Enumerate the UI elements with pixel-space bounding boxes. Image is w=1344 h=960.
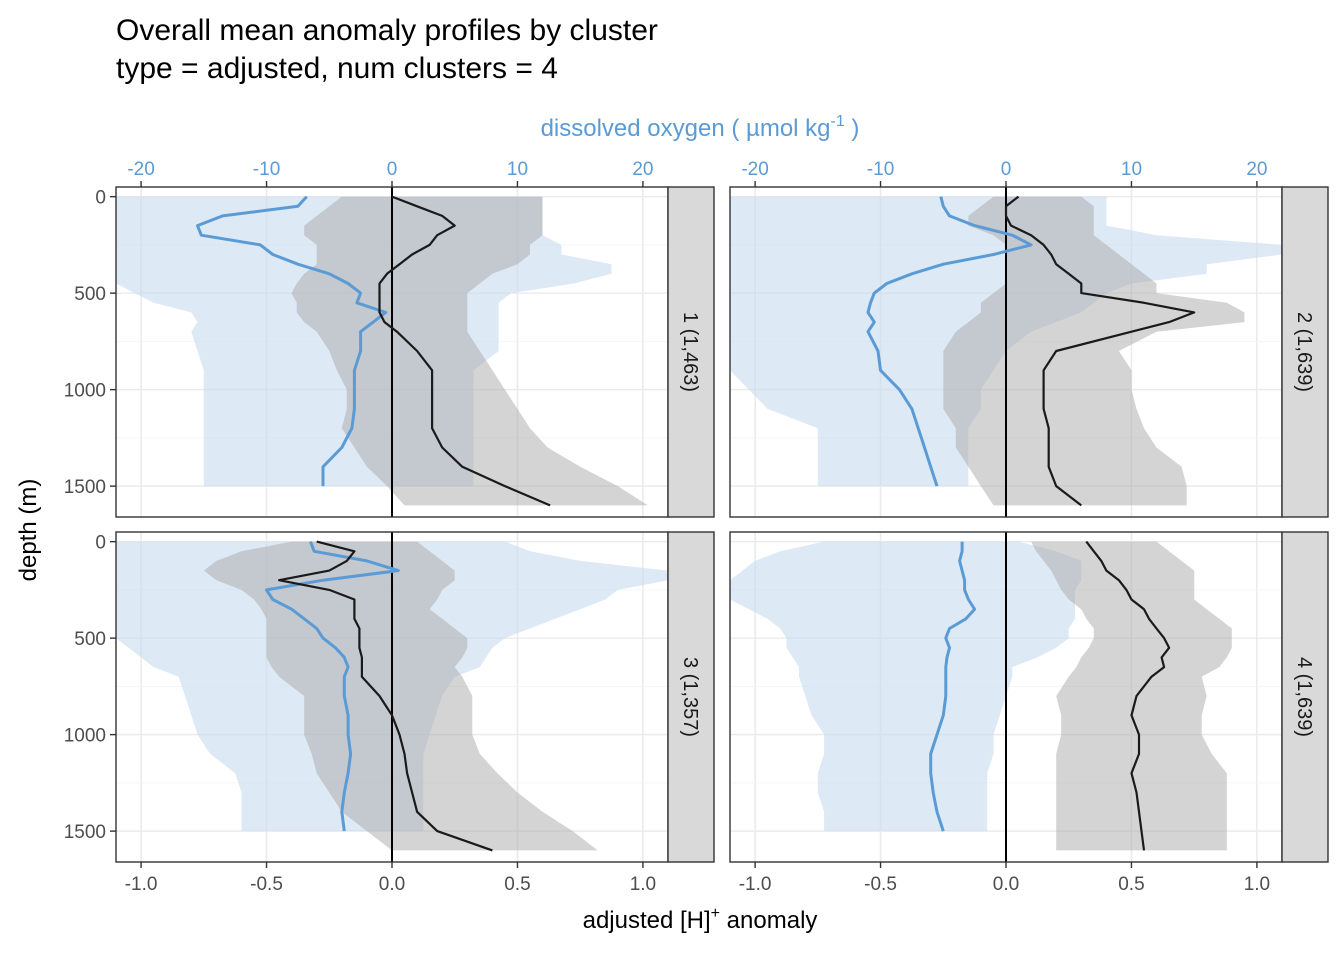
bottom-tick-label: 0.5 — [1118, 874, 1144, 895]
top-tick-label: -20 — [127, 159, 154, 180]
hplus-mean-line — [1085, 540, 1171, 851]
chart-title-line-1: Overall mean anomaly profiles by cluster — [116, 14, 658, 47]
panel-plot-area — [116, 187, 648, 517]
bottom-tick-label: -1.0 — [739, 874, 772, 895]
bottom-axis-title-sup: + — [711, 905, 720, 922]
top-tick-label: -20 — [741, 159, 768, 180]
facet-strip — [667, 531, 715, 863]
y-tick-label: 1500 — [64, 822, 106, 843]
top-tick-label: 10 — [1121, 159, 1142, 180]
y-tick-label: 500 — [74, 284, 106, 305]
top-tick-label: 0 — [1001, 159, 1012, 180]
top-tick-label: -10 — [253, 159, 280, 180]
hplus-mean-line — [378, 195, 551, 507]
top-tick-label: -10 — [867, 159, 894, 180]
y-tick-label: 1000 — [64, 381, 106, 402]
hplus-mean-line — [278, 540, 493, 852]
oxygen-mean-line — [265, 541, 400, 832]
bottom-tick-label: 0.0 — [379, 874, 405, 895]
facet-strip-label: 2 (1,639) — [1293, 312, 1315, 392]
y-tick-label: 0 — [95, 188, 106, 209]
y-tick-label: 500 — [74, 629, 106, 650]
hplus-range-band — [1031, 541, 1232, 851]
y-tick-label: 1000 — [64, 726, 106, 747]
top-tick-label: 20 — [1246, 159, 1267, 180]
panel-plot-area — [730, 187, 1282, 517]
bottom-tick-label: 0.0 — [993, 874, 1019, 895]
panel-4: 4 (1,639) -1.0 -0.5 0.0 0.5 1.0 — [729, 531, 1329, 895]
y-tick-label: 1500 — [64, 477, 106, 498]
facet-strip — [1281, 531, 1329, 863]
bottom-tick-label: -0.5 — [864, 874, 897, 895]
oxygen-mean-line — [196, 195, 388, 487]
oxygen-mean-line — [929, 541, 977, 832]
top-axis-title-sup: -1 — [831, 113, 845, 130]
panel-plot-area — [730, 532, 1232, 862]
panel-plot-area — [116, 532, 668, 862]
top-axis-title-main: dissolved oxygen ( µmol kg — [541, 115, 831, 142]
panel-2: 2 (1,639) -20 -10 0 10 20 — [729, 159, 1329, 518]
top-tick-label: 10 — [507, 159, 528, 180]
facet-strip-label: 1 (1,463) — [679, 312, 701, 392]
facet-strip-label: 4 (1,639) — [1293, 657, 1315, 737]
facet-strip-label: 3 (1,357) — [679, 657, 701, 737]
bottom-tick-label: 0.5 — [504, 874, 530, 895]
facet-strip — [1281, 186, 1329, 518]
hplus-mean-line — [1004, 195, 1196, 507]
y-axis-title: depth (m) — [15, 479, 42, 582]
hplus-range-band — [943, 196, 1245, 506]
top-axis-title-tail: ) — [845, 115, 860, 142]
hplus-range-band — [291, 196, 648, 506]
panel-1: 1 (1,463) 0 500 1000 1500 -20 -10 0 10 20 — [64, 159, 715, 518]
bottom-axis-title-main: adjusted [H] — [583, 907, 711, 934]
top-tick-label: 20 — [632, 159, 653, 180]
bottom-tick-label: 1.0 — [1244, 874, 1270, 895]
chart-title-line-2: type = adjusted, num clusters = 4 — [116, 52, 558, 85]
top-tick-label: 0 — [387, 159, 398, 180]
panel-3: 3 (1,357) 0 500 1000 1500 -1.0 -0.5 0.0 0.5 1.0 — [64, 531, 715, 895]
top-axis-title: dissolved oxygen ( µmol kg-1 ) — [541, 113, 860, 142]
bottom-axis-title: adjusted [H]+ anomaly — [583, 905, 818, 934]
y-tick-label: 0 — [95, 533, 106, 554]
oxygen-mean-line — [866, 196, 1033, 487]
bottom-tick-label: 1.0 — [630, 874, 656, 895]
bottom-axis-title-tail: anomaly — [720, 907, 817, 934]
oxygen-range-band — [730, 541, 1082, 832]
bottom-tick-label: -1.0 — [125, 874, 158, 895]
facet-strip — [667, 186, 715, 518]
bottom-tick-label: -0.5 — [250, 874, 283, 895]
